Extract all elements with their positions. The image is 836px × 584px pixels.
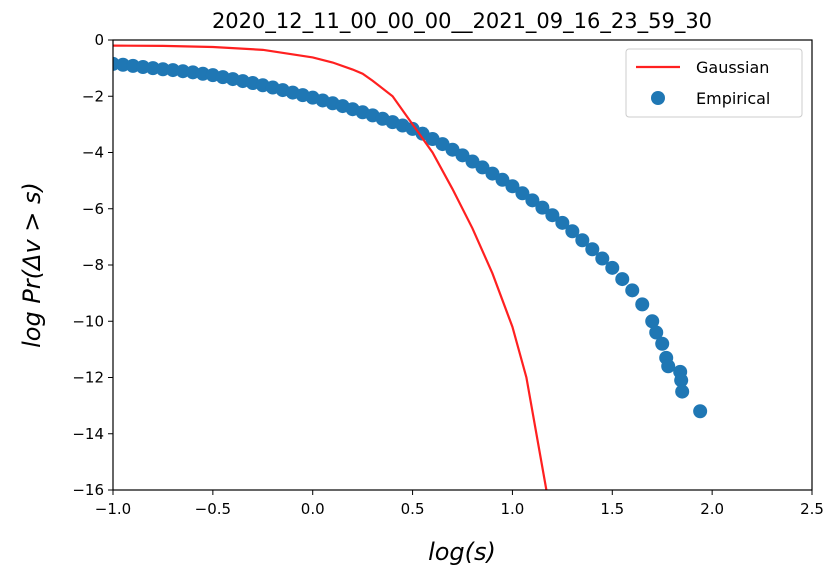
- empirical-point: [515, 186, 530, 201]
- empirical-point: [693, 404, 708, 419]
- empirical-point: [535, 200, 550, 215]
- x-tick-label: 2.5: [800, 500, 824, 518]
- empirical-point: [675, 384, 690, 399]
- chart-title: 2020_12_11_00_00_00__2021_09_16_23_59_30: [212, 9, 712, 34]
- empirical-point: [555, 215, 570, 230]
- empirical-point: [505, 179, 520, 194]
- empirical-point: [605, 260, 620, 275]
- empirical-point: [595, 251, 610, 266]
- x-tick-label: 2.0: [700, 500, 724, 518]
- plot-area: [113, 44, 708, 490]
- empirical-point: [674, 373, 689, 388]
- y-tick-label: −6: [82, 200, 104, 218]
- empirical-point: [545, 208, 560, 223]
- x-tick-label: −1.0: [95, 500, 131, 518]
- legend-empirical-swatch: [651, 91, 665, 105]
- empirical-point: [525, 193, 540, 208]
- empirical-point: [475, 160, 490, 175]
- x-tick-label: −0.5: [195, 500, 231, 518]
- empirical-point: [615, 272, 630, 287]
- y-tick-label: −14: [72, 425, 104, 443]
- x-tick-label: 1.0: [500, 500, 524, 518]
- x-tick-label: 0.5: [401, 500, 425, 518]
- y-tick-label: −12: [72, 369, 104, 387]
- y-axis-label: log Pr(Δv > s): [18, 182, 46, 348]
- empirical-point: [655, 336, 670, 351]
- legend: Gaussian Empirical: [625, 48, 803, 118]
- empirical-point: [649, 325, 664, 340]
- axes-frame: [112, 39, 813, 491]
- y-tick-label: −8: [82, 256, 104, 274]
- empirical-point: [661, 359, 676, 374]
- y-tick-label: −16: [72, 481, 104, 499]
- empirical-point: [635, 297, 650, 312]
- empirical-point: [455, 148, 470, 163]
- empirical-point: [155, 62, 170, 77]
- empirical-point: [495, 172, 510, 187]
- empirical-point: [585, 242, 600, 257]
- legend-empirical-label: Empirical: [696, 89, 770, 108]
- y-tick-label: −2: [82, 87, 104, 105]
- axis-ticks: −1.0 −0.5 0.0 0.5 1.0 1.5 2.0 2.5 0 −2 −4 −6 −8 −10 −1…: [72, 31, 824, 518]
- legend-gaussian-label: Gaussian: [696, 58, 769, 77]
- empirical-point: [565, 224, 580, 239]
- x-tick-label: 1.5: [600, 500, 624, 518]
- empirical-point: [485, 166, 500, 181]
- empirical-point: [575, 233, 590, 248]
- x-axis-label: log(s): [428, 538, 496, 566]
- x-tick-label: 0.0: [301, 500, 325, 518]
- gaussian-line: [113, 44, 548, 490]
- y-tick-label: −4: [82, 144, 104, 162]
- y-tick-label: 0: [94, 31, 104, 49]
- empirical-point: [645, 314, 660, 329]
- y-tick-label: −10: [72, 312, 104, 330]
- empirical-point: [625, 283, 640, 298]
